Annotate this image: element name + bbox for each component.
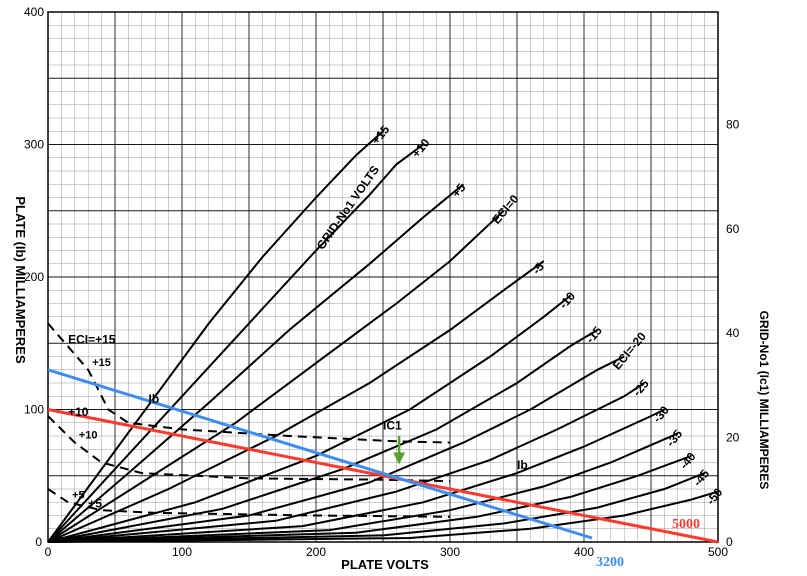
load-line-label: 5000 bbox=[672, 517, 700, 532]
y-tick-label: 0 bbox=[35, 535, 42, 549]
y-tick-label: 300 bbox=[24, 138, 44, 152]
curve-annotation: ECI=+15 bbox=[68, 332, 116, 346]
plate-curve bbox=[47, 130, 384, 543]
grid-current-curve-label: +15 bbox=[92, 357, 111, 369]
plate-curve bbox=[47, 408, 665, 543]
grid-current-curve bbox=[47, 488, 451, 518]
y-tick-label: 400 bbox=[24, 5, 44, 19]
plate-curve bbox=[47, 143, 424, 543]
load-line bbox=[47, 368, 593, 540]
load-line-label: 3200 bbox=[596, 555, 624, 570]
load-line bbox=[47, 408, 719, 544]
plate-curve bbox=[47, 294, 572, 543]
plate-curve bbox=[47, 490, 719, 543]
y-right-tick-label: 60 bbox=[726, 222, 740, 236]
grid-current-curve-label: +10 bbox=[79, 430, 98, 442]
curve-annotation: Ib bbox=[517, 458, 528, 472]
plate-current-curves bbox=[47, 130, 719, 543]
plate-curve bbox=[47, 382, 645, 543]
y-axis-label: PLATE (Ib) MILLIAMPERES bbox=[13, 196, 28, 364]
y-tick-label: 200 bbox=[24, 270, 44, 284]
x-tick-label: 500 bbox=[708, 545, 728, 559]
x-tick-label: 200 bbox=[306, 545, 326, 559]
plate-curve bbox=[47, 472, 705, 543]
operating-point-marker bbox=[393, 436, 406, 465]
plate-curve bbox=[47, 329, 598, 543]
grid-current-curve-label: +5 bbox=[72, 489, 85, 501]
y-tick-label: 100 bbox=[24, 403, 44, 417]
curve-annotation: IC1 bbox=[383, 418, 402, 432]
x-axis-label: PLATE VOLTS bbox=[341, 557, 429, 572]
marker-arrowhead bbox=[393, 452, 406, 465]
load-lines: 5000 3200 bbox=[47, 368, 719, 570]
y-right-tick-label: 40 bbox=[726, 326, 740, 340]
grid-current-curve bbox=[47, 415, 451, 483]
x-tick-label: 100 bbox=[172, 545, 192, 559]
plate-curve bbox=[47, 454, 692, 543]
curve-annotation: +5 bbox=[88, 497, 102, 511]
x-tick-label: 400 bbox=[574, 545, 594, 559]
y-right-tick-label: 0 bbox=[726, 535, 733, 549]
curve-annotation: +10 bbox=[68, 405, 89, 419]
plate-curve bbox=[47, 210, 505, 543]
y-right-tick-label: 20 bbox=[726, 431, 740, 445]
plate-curve bbox=[47, 260, 545, 543]
x-tick-label: 0 bbox=[45, 545, 52, 559]
plate-curve bbox=[47, 355, 625, 543]
y-right-tick-label: 80 bbox=[726, 117, 740, 131]
plate-curve bbox=[47, 183, 465, 543]
x-tick-label: 300 bbox=[440, 545, 460, 559]
curve-annotation: Ib bbox=[149, 392, 160, 406]
y-axis-label-right: GRID-No1 (Ic1) MILLIAMPERES bbox=[757, 311, 771, 490]
